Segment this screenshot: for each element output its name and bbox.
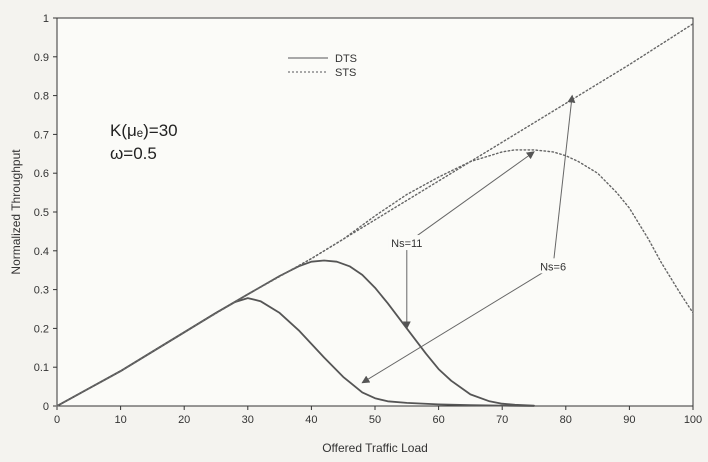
param-omega: ω=0.5 <box>110 144 157 163</box>
x-tick-label: 30 <box>242 414 254 426</box>
x-tick-label: 50 <box>369 414 381 426</box>
y-tick-label: 0.9 <box>34 52 49 64</box>
y-tick-label: 0.6 <box>34 168 49 180</box>
x-tick-label: 20 <box>178 414 190 426</box>
annotation-layer: Ns=11 Ns=6 <box>361 94 576 384</box>
annotation-arrow <box>361 265 554 384</box>
series-line-dts-ns11 <box>56 259 535 407</box>
y-tick-label: 0 <box>43 401 49 413</box>
annotation-arrow <box>552 94 576 267</box>
x-tick-label: 0 <box>54 414 60 426</box>
x-tick-label: 40 <box>305 414 317 426</box>
x-tick-label: 70 <box>496 414 508 426</box>
y-tick-label: 1 <box>43 13 49 25</box>
series-line-sts-ns6 <box>56 23 694 407</box>
legend-label-sts: STS <box>335 67 356 79</box>
y-axis-title: Normalized Throughput <box>9 149 23 275</box>
y-tick-label: 0.1 <box>34 362 49 374</box>
y-tick-label: 0.2 <box>34 323 49 335</box>
x-tick-label: 80 <box>560 414 572 426</box>
y-tick-label: 0.5 <box>34 207 49 219</box>
y-tick-label: 0.4 <box>34 246 49 258</box>
plot-frame <box>56 17 694 407</box>
x-tick-label: 100 <box>684 414 702 426</box>
annotation-label-ns6: Ns=6 <box>540 261 566 273</box>
x-axis-title: Offered Traffic Load <box>322 441 428 455</box>
annotation-arrow <box>406 151 535 244</box>
legend: DTS STS <box>288 53 357 79</box>
x-tick-label: 60 <box>432 414 444 426</box>
x-axis-ticks: 0 10 20 30 40 50 60 70 80 90 100 <box>54 406 702 426</box>
annotation-label-bg <box>388 235 425 251</box>
x-tick-label: 90 <box>623 414 635 426</box>
series-layer <box>56 23 694 407</box>
legend-label-dts: DTS <box>335 53 357 65</box>
x-tick-label: 10 <box>114 414 126 426</box>
annotation-label-bg <box>535 258 572 274</box>
param-k: K(μₑ)=30 <box>110 121 178 140</box>
y-tick-label: 0.3 <box>34 285 49 297</box>
y-tick-label: 0.7 <box>34 129 49 141</box>
y-axis-ticks: 0 0.1 0.2 0.3 0.4 0.5 0.6 0.7 0.8 0.9 1 <box>34 13 57 413</box>
y-tick-label: 0.8 <box>34 91 49 103</box>
annotation-label-ns11: Ns=11 <box>391 238 422 250</box>
